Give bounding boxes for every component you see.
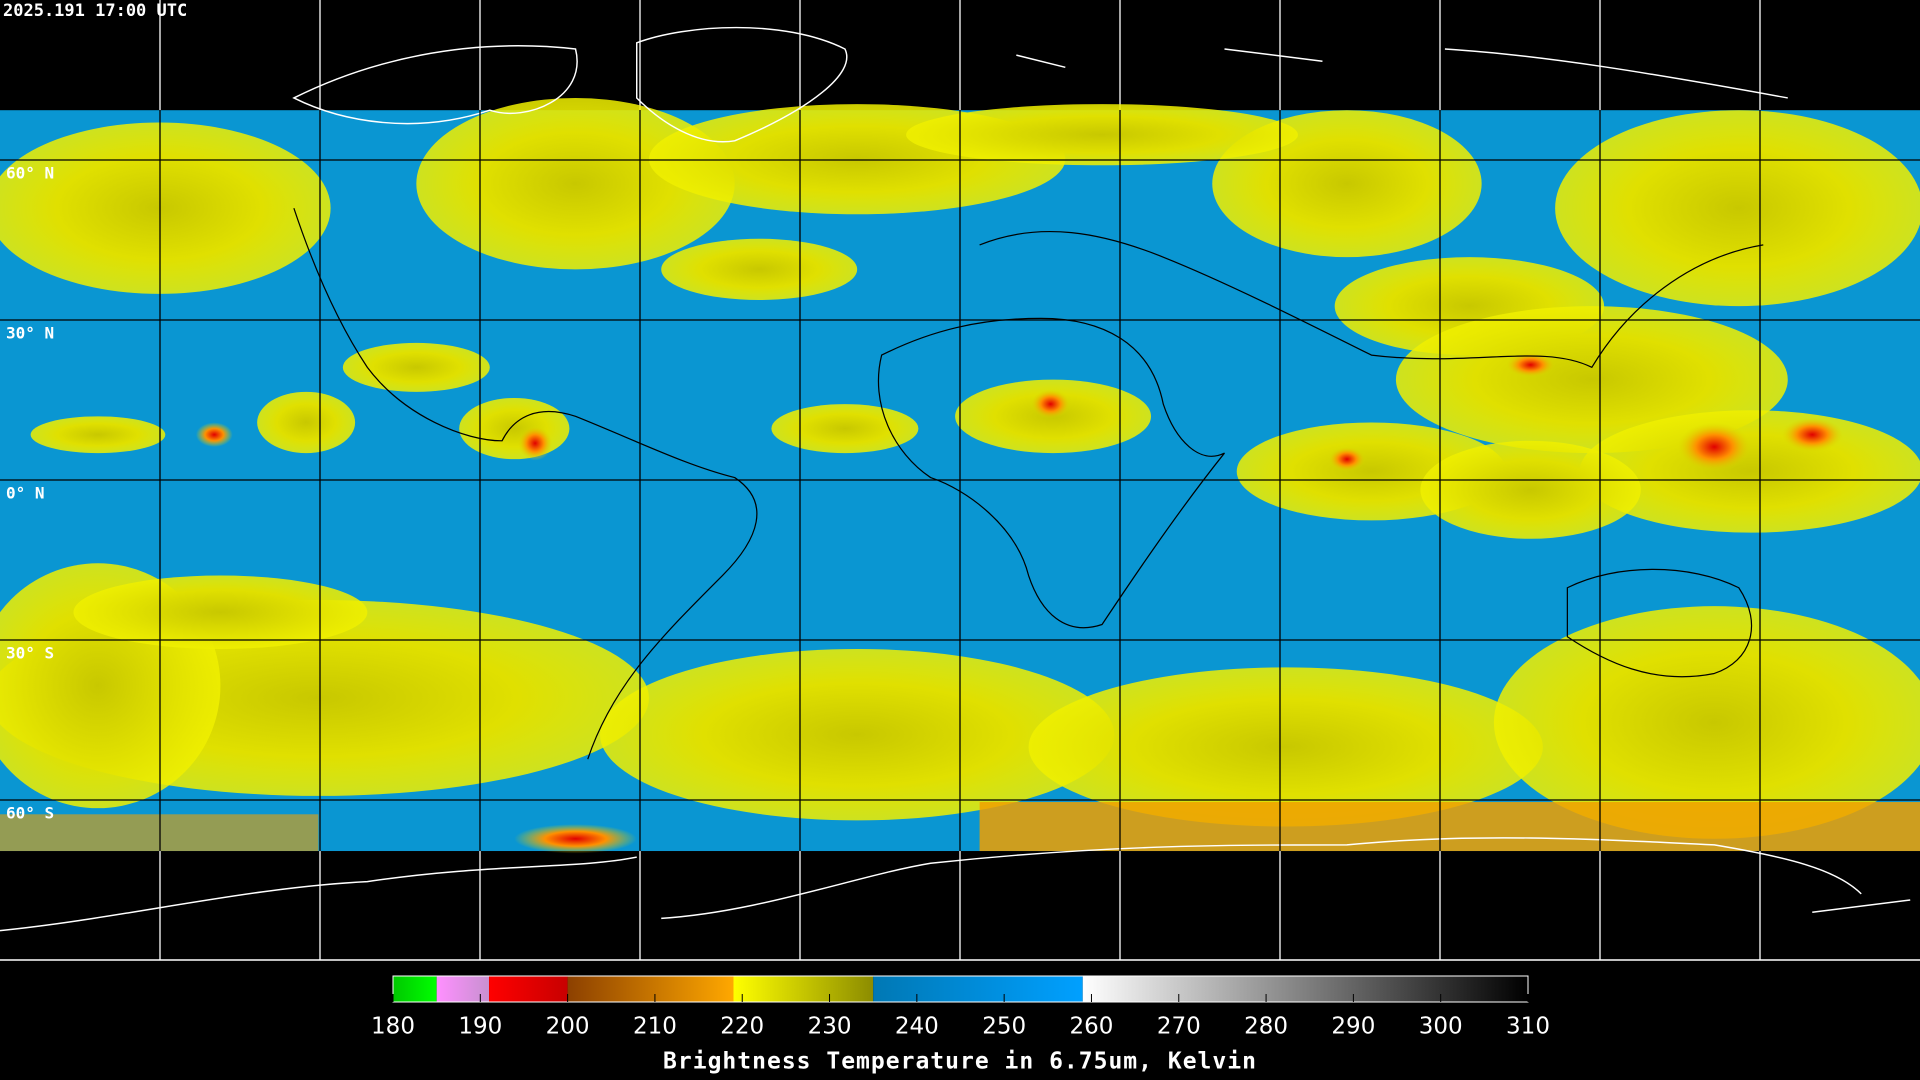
colorbar-frame: [392, 975, 1529, 1003]
timestamp: 2025.191 17:00 UTC: [3, 1, 187, 21]
colorbar-tick-label: 180: [371, 1014, 415, 1040]
colorbar-tick-label: 240: [895, 1014, 939, 1040]
colorbar-segment: [873, 976, 1083, 1002]
cloud-areas: [0, 97, 1920, 839]
colorbar-segment: [489, 976, 568, 1002]
colorbar-tick-label: 210: [633, 1014, 677, 1040]
colorbar-tick-label: 230: [808, 1014, 852, 1040]
colorbar-tick-label: 260: [1070, 1014, 1114, 1040]
colorbar-segment: [393, 976, 437, 1002]
colorbar-title: Brightness Temperature in 6.75um, Kelvin: [663, 1049, 1257, 1075]
latitude-label: 60° S: [6, 804, 54, 823]
colorbar-tick-label: 310: [1506, 1014, 1550, 1040]
colorbar-tick-label: 280: [1244, 1014, 1288, 1040]
latitude-label: 0° N: [6, 484, 45, 503]
colorbar-segment: [1082, 976, 1528, 1002]
colorbar-tick-label: 250: [982, 1014, 1026, 1040]
cold-band: [979, 802, 1920, 852]
colorbar-segment: [733, 976, 874, 1002]
coastlines-polar: [0, 26, 1911, 932]
cold-band: [0, 814, 319, 852]
convective-cores: [195, 352, 1843, 854]
colorbar-tick-label: 290: [1331, 1014, 1375, 1040]
colorbar-tick-label: 200: [546, 1014, 590, 1040]
colorbar-segment: [436, 976, 490, 1002]
colorbar-tick-label: 190: [458, 1014, 502, 1040]
colorbar-tick-label: 300: [1419, 1014, 1463, 1040]
colorbar-tick-label: 270: [1157, 1014, 1201, 1040]
latitude-label: 30° N: [6, 324, 54, 343]
colorbar-segment: [567, 976, 734, 1002]
colorbar: 180 190 200 210 220 230 240 250 260 270 280 290 300 3…: [371, 975, 1550, 1040]
meridians-inside: [159, 110, 1761, 851]
latitude-label: 30° S: [6, 644, 54, 663]
latitude-label: 60° N: [6, 164, 54, 183]
colorbar-tick-label: 220: [720, 1014, 764, 1040]
coastlines: [293, 207, 1764, 760]
